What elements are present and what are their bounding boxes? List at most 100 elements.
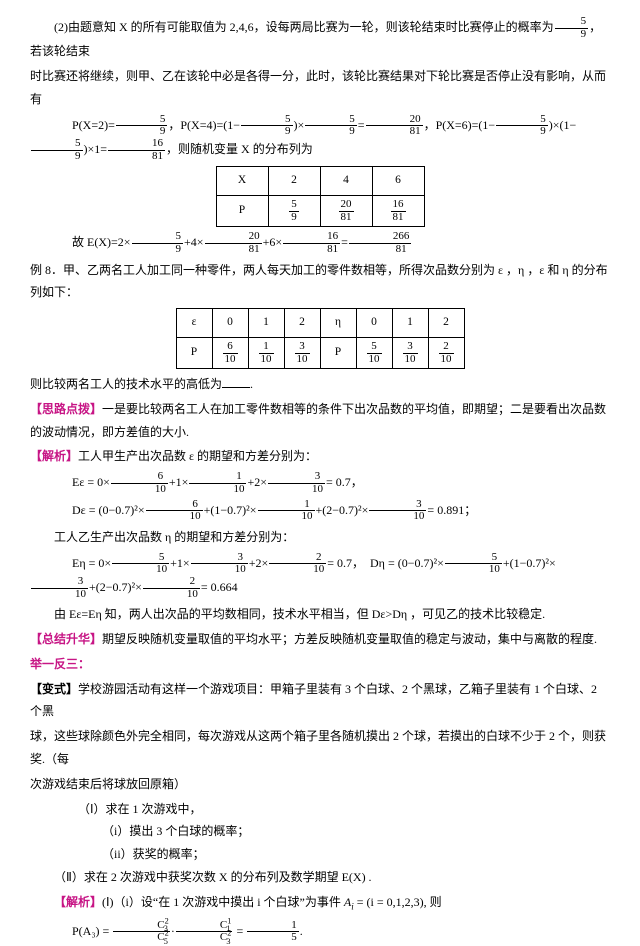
frac7: 1681 <box>108 138 165 162</box>
bs3: 次游戏结束后将球放回原箱） <box>30 773 610 796</box>
analysis-label: 【解析】 <box>30 449 78 463</box>
D-eps: Dε = (0−0.7)²×610+(1−0.7)²×110+(2−0.7)²×… <box>30 499 610 523</box>
Deta2: +(1−0.7)²× <box>503 556 556 570</box>
hint-text: 一是要比较两名工人在加工零件数相等的条件下出次品数的平均值，即期望；二是要看出次… <box>30 402 606 439</box>
cell: 1 <box>392 309 428 338</box>
Eeta4: = 0.7， <box>327 556 364 570</box>
frac-ex3: 1681 <box>283 231 340 255</box>
dist-table-eps-eta: ε 0 1 2 η 0 1 2 P 610 110 310 P 510 310 … <box>176 308 465 369</box>
p1: (2)由题意知 X 的所有可能取值为 2,4,6，设每两局比赛为一轮，则该轮结束… <box>30 16 610 63</box>
conclusion: 由 Eε=Eη 知，两人出次品的平均数相同，技术水平相当，但 Dε>Dη ，可见… <box>30 603 610 626</box>
Eeta3: +2× <box>249 556 269 570</box>
Deta4: = 0.664 <box>201 580 238 594</box>
cell: 610 <box>212 337 248 368</box>
sol1b: = (i = 0,1,2,3), 则 <box>357 895 442 909</box>
blank-fill <box>222 377 250 388</box>
Deps4: = 0.891； <box>427 503 476 517</box>
Eeps3: +2× <box>247 475 267 489</box>
Eeps2: +1× <box>169 475 189 489</box>
sol1: (Ⅰ)（i）设“在 1 次游戏中摸出 i 个白球”为事件 <box>102 895 341 909</box>
dist-table-x: X 2 4 6 P 59 2081 1681 <box>216 166 425 227</box>
Ai: Ai <box>344 895 354 909</box>
summary-label: 【总结升华】 <box>30 632 102 646</box>
bs1: 学校游园活动有这样一个游戏项目：甲箱子里装有 3 个白球、2 个黑球，乙箱子里装… <box>30 682 597 719</box>
q1: （Ⅰ）求在 1 次游戏中， <box>30 798 610 821</box>
frac-5-9-a: 59 <box>555 16 589 40</box>
variant: 【变式】学校游园活动有这样一个游戏项目：甲箱子里装有 3 个白球、2 个黑球，乙… <box>30 678 610 724</box>
ans1: 工人甲生产出次品数 ε 的期望和方差分别为： <box>78 449 317 463</box>
summary: 【总结升华】期望反映随机变量取值的平均水平；方差反映随机变量取值的稳定与波动，集… <box>30 628 610 651</box>
Deps3: +(2−0.7)²× <box>316 503 369 517</box>
pa3-frac1: C23C25 <box>113 920 170 944</box>
q1i: （i）摸出 3 个白球的概率； <box>30 820 610 843</box>
cell: 310 <box>284 337 320 368</box>
table-row: P 59 2081 1681 <box>216 196 424 227</box>
cell: P <box>320 337 356 368</box>
f1h: ，则随机变量 X 的分布列为 <box>166 142 313 156</box>
Deps: Dε = (0−0.7)²× <box>72 503 145 517</box>
analysis: 【解析】工人甲生产出次品数 ε 的期望和方差分别为： <box>30 445 610 468</box>
p3c: +6× <box>263 235 283 249</box>
cell: η <box>320 309 356 338</box>
cell: X <box>216 167 268 196</box>
cell: 510 <box>356 337 392 368</box>
formula-px: P(X=2)=59，P(X=4)=(1−59)×59=2081，P(X=6)=(… <box>30 114 610 163</box>
summary-text: 期望反映随机变量取值的平均水平；方差反映随机变量取值的稳定与波动，集中与离散的程… <box>102 632 597 646</box>
cell: 6 <box>372 167 424 196</box>
ex-line: 故 E(X)=2×59+4×2081+6×1681=26681 <box>30 231 610 255</box>
p4-text: 则比较两名工人的技术水平的高低为 <box>30 377 222 391</box>
Eeps4: = 0.7， <box>326 475 363 489</box>
E-eta-D-eta: Eη = 0×510+1×310+2×210= 0.7， Dη = (0−0.7… <box>30 552 610 601</box>
f1b: ，P(X=4)=(1− <box>168 118 240 132</box>
E-eps: Eε = 0×610+1×110+2×310= 0.7， <box>30 471 610 495</box>
hint: 【思路点拨】一是要比较两名工人在加工零件数相等的条件下出次品数的平均值，即期望；… <box>30 398 610 444</box>
Eeta2: +1× <box>170 556 190 570</box>
Deta_pre: Dη = (0−0.7)²× <box>370 556 444 570</box>
Eeta: Eη = 0× <box>72 556 111 570</box>
p2: 时比赛还将继续，则甲、乙在该轮中必是各得一分，此时，该轮比赛结果对下轮比赛是否停… <box>30 65 610 111</box>
pa3: P(A₃) = <box>72 924 109 938</box>
cell: 0 <box>212 309 248 338</box>
variant-label: 【变式】 <box>30 682 78 696</box>
f1c: )× <box>294 118 305 132</box>
p4: 则比较两名工人的技术水平的高低为. <box>30 373 610 396</box>
frac5: 59 <box>496 114 548 138</box>
f1d: = <box>358 118 365 132</box>
frac4: 2081 <box>366 114 423 138</box>
solution: 【解析】(Ⅰ)（i）设“在 1 次游戏中摸出 i 个白球”为事件 Ai = (i… <box>30 891 610 914</box>
table-row: ε 0 1 2 η 0 1 2 <box>176 309 464 338</box>
f1g: )×1= <box>84 142 108 156</box>
hint-label: 【思路点拨】 <box>30 402 102 416</box>
cell: 4 <box>320 167 372 196</box>
cell: 210 <box>428 337 464 368</box>
cell: 59 <box>268 196 320 227</box>
f1a: P(X=2)= <box>72 118 115 132</box>
frac6: 59 <box>31 138 83 162</box>
f1f: )×(1− <box>549 118 577 132</box>
cell: 1 <box>248 309 284 338</box>
frac-ex4: 26681 <box>349 231 412 255</box>
Eeps: Eε = 0× <box>72 475 110 489</box>
Deta3: +(2−0.7)²× <box>89 580 142 594</box>
cell: 1681 <box>372 196 424 227</box>
pa3-formula: P(A₃) = C23C25·C11C23 = 15. <box>30 920 610 944</box>
p3d: = <box>341 235 348 249</box>
cell: 2081 <box>320 196 372 227</box>
q1ii: （ii）获奖的概率； <box>30 843 610 866</box>
p3b: +4× <box>184 235 204 249</box>
cell: ε <box>176 309 212 338</box>
frac-ex1: 59 <box>132 231 184 255</box>
p1a: (2)由题意知 X 的所有可能取值为 2,4,6，设每两局比赛为一轮，则该轮结束… <box>54 20 554 34</box>
solution-label: 【解析】 <box>54 895 102 909</box>
table-row: P 610 110 310 P 510 310 210 <box>176 337 464 368</box>
Deps2: +(1−0.7)²× <box>204 503 257 517</box>
bs2: 球，这些球除颜色外完全相同，每次游戏从这两个箱子里各随机摸出 2 个球，若摸出的… <box>30 725 610 771</box>
cell: P <box>176 337 212 368</box>
cell: P <box>216 196 268 227</box>
cell: 2 <box>268 167 320 196</box>
pa3-frac2: C11C23 <box>176 920 233 944</box>
q2: （Ⅱ）求在 2 次游戏中获奖次数 X 的分布列及数学期望 E(X) . <box>30 866 610 889</box>
f1e: ，P(X=6)=(1− <box>424 118 496 132</box>
cell: 2 <box>428 309 464 338</box>
cell: 0 <box>356 309 392 338</box>
